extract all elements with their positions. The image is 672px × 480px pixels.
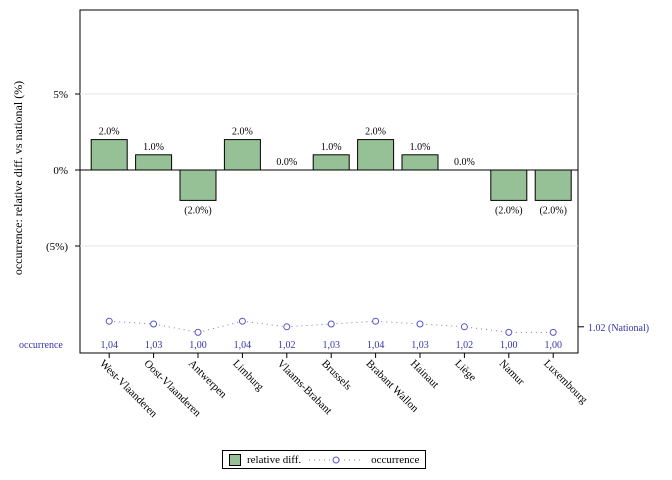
bar [357,139,395,171]
occurrence-point [460,323,468,331]
legend: relative diff. occurrence [222,450,427,469]
occurrence-point [372,317,380,325]
occurrence-line [105,317,557,336]
occurrence-point [150,320,158,328]
bar [490,169,528,201]
x-tick-label: Luxembourg [541,358,590,407]
occurrence-point [549,328,557,336]
y-axis-label: occurrence: relative diff. vs national (… [11,81,25,275]
national-reference: 1.02 (National) [578,323,649,334]
bar-value-label: 1.0% [143,142,164,153]
occurrence-value-label: 1,02 [456,340,474,351]
bar [312,154,350,171]
x-tick-label: Namur [497,358,527,388]
occurrence-value-label: 1,00 [500,340,518,351]
x-tick-label: Liège [452,358,478,384]
bar-value-label: 0.0% [276,157,297,168]
bar-labels: 2.0% 1.0% (2.0%) 2.0% 0.0% 1.0% 2.0% 1.0% 0.0% (2… [99,127,567,217]
occurrence-value-label: 1,00 [189,340,207,351]
national-label: 1.02 (National) [588,323,649,334]
bar [90,139,128,171]
occurrence-point [194,328,202,336]
bar-value-label: (2.0%) [184,205,212,216]
x-tick-label: Brussels [319,358,354,393]
y-tick-label: 5% [53,89,68,101]
occurrence-value-label: 1,04 [367,340,385,351]
occurrence-value-label: 1,04 [234,340,252,351]
bar [534,169,572,201]
bar-value-label: 0.0% [454,157,475,168]
occurrence-value-label: 1,00 [544,340,562,351]
legend-label-relative-diff: relative diff. [247,453,302,466]
occurrence-point [327,320,335,328]
plot-frame [79,9,579,354]
occurrence-point [505,328,513,336]
occurrence-point [238,317,246,325]
bar-value-label: (2.0%) [539,205,567,216]
occurrence-point [283,323,291,331]
x-tick-label: Antwerpen [186,358,229,401]
bar [179,169,217,201]
bar [135,154,173,171]
legend-marker-occurrence [309,456,364,463]
legend-swatch-relative-diff [229,453,241,466]
occurrence-value-label: 1,03 [411,340,429,351]
bar [401,154,439,171]
legend-label-occurrence: occurrence [371,453,420,466]
occurrence-value-label: 1,03 [145,340,163,351]
gridlines [80,93,578,247]
occurrence-point [105,317,113,325]
y-ticks: 5% 0% (5%) [46,89,80,253]
y-tick-label: 0% [53,165,68,177]
bar-value-label: 1.0% [321,142,342,153]
bar-value-label: (2.0%) [495,205,523,216]
bar-value-label: 1.0% [410,142,431,153]
occurrence-labels: 1,04 1,03 1,00 1,04 1,02 1,03 1,04 1,03 1,02 1,00… [100,340,562,351]
occurrence-value-label: 1,04 [100,340,118,351]
bar-value-label: 2.0% [232,127,253,138]
x-tick-label: Hainaut [408,358,441,391]
occurrence-point [416,320,424,328]
bars [90,139,572,201]
y-tick-label: (5%) [46,241,68,253]
occurrence-value-label: 1,03 [322,340,340,351]
bar-value-label: 2.0% [99,127,120,138]
occurrence-row-label: occurrence [19,340,63,351]
x-tick-label: Limburg [230,358,266,394]
bar-value-label: 2.0% [365,127,386,138]
occurrence-value-label: 1,02 [278,340,296,351]
bar [223,139,261,171]
